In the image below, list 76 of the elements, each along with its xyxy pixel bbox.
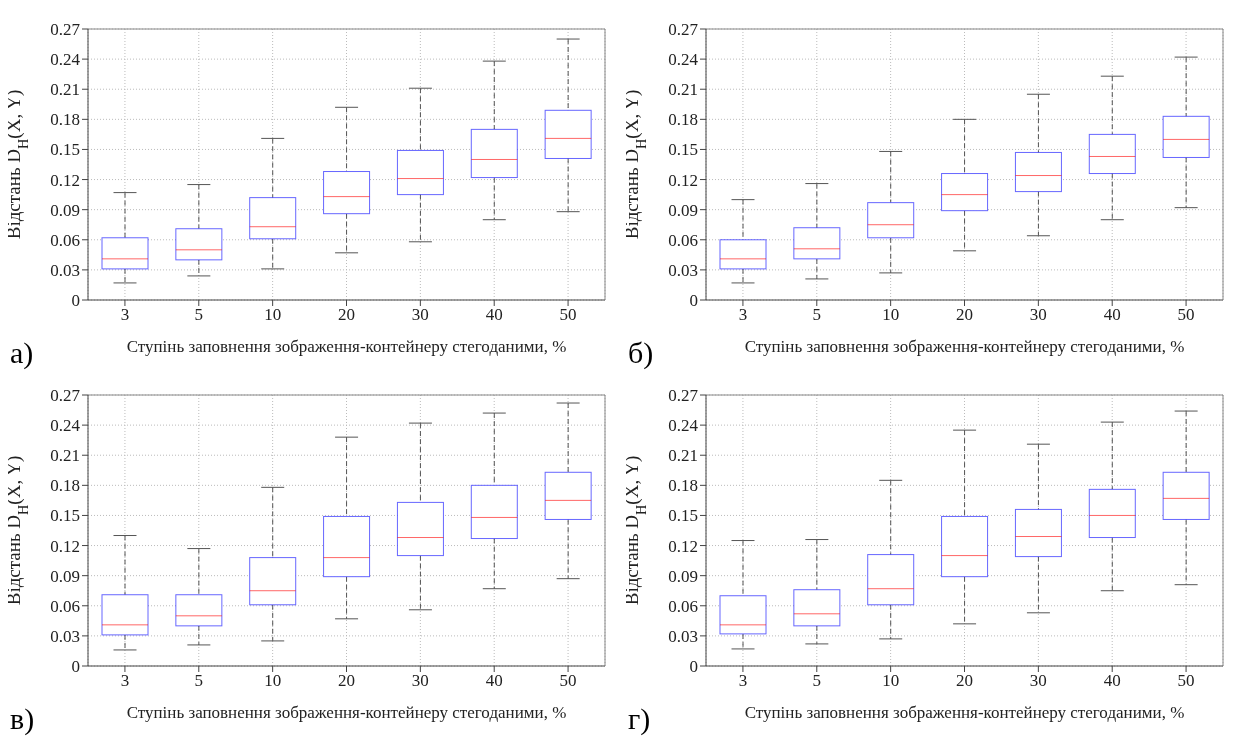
y-tick-label: 0.09 (50, 200, 80, 220)
x-tick-label: 3 (120, 671, 130, 691)
text: б) (628, 336, 654, 370)
y-tick-label: 0.12 (668, 536, 698, 556)
x-tick-label: 3 (120, 305, 130, 325)
x-tick-label: 5 (194, 671, 204, 691)
y-tick-label: 0.03 (50, 260, 80, 280)
text: в) (10, 702, 35, 736)
text: г) (628, 702, 651, 736)
x-tick-label: 3 (738, 671, 748, 691)
y-tick-label: 0.06 (50, 596, 80, 616)
text: а) (10, 336, 34, 370)
x-tick-label: 20 (338, 305, 355, 325)
y-tick-label: 0.18 (668, 476, 698, 496)
x-tick-label: 5 (812, 671, 822, 691)
y-tick-label: 0.24 (668, 50, 699, 70)
x-tick-label: 10 (882, 305, 900, 325)
x-tick-label: 40 (485, 671, 503, 691)
y-tick-label: 0.03 (50, 626, 80, 646)
x-tick-label: 30 (1029, 671, 1047, 691)
y-tick-label: 0.18 (50, 110, 80, 130)
y-tick-label: 0.12 (668, 170, 698, 190)
x-axis-title: Ступінь заповнення зображення-контейнеру стегоданими, % (126, 703, 567, 722)
x-tick-label: 50 (1177, 305, 1195, 325)
y-tick-label: 0.09 (668, 566, 698, 586)
x-axis-title: Ступінь заповнення зображення-контейнеру стегоданими, % (126, 337, 567, 356)
y-tick-label: 0.06 (668, 230, 698, 250)
y-tick-label: 0.27 (50, 386, 81, 406)
y-tick-label: 0.15 (668, 140, 698, 160)
y-tick-label: 0.21 (668, 446, 698, 466)
x-tick-label: 50 (1177, 671, 1195, 691)
y-tick-label: 0.09 (50, 566, 80, 586)
y-tick-label: 0.12 (50, 170, 80, 190)
x-tick-label: 40 (1103, 671, 1121, 691)
y-tick-label: 0.15 (50, 140, 80, 160)
y-tick-label: 0 (689, 657, 698, 677)
y-tick-label: 0.15 (668, 506, 698, 526)
x-tick-label: 50 (559, 305, 577, 325)
y-tick-label: 0.27 (668, 20, 699, 40)
x-tick-label: 20 (338, 671, 355, 691)
x-tick-label: 10 (264, 305, 282, 325)
x-tick-label: 20 (956, 305, 973, 325)
y-tick-label: 0.21 (50, 80, 80, 100)
y-tick-label: 0.18 (50, 476, 80, 496)
x-tick-label: 5 (194, 305, 204, 325)
y-tick-label: 0 (71, 657, 80, 677)
x-tick-label: 20 (956, 671, 973, 691)
y-tick-label: 0.21 (668, 80, 698, 100)
x-axis-title: Ступінь заповнення зображення-контейнеру стегоданими, % (744, 337, 1185, 356)
y-tick-label: 0 (689, 291, 698, 311)
y-tick-label: 0.03 (668, 260, 698, 280)
y-tick-label: 0.06 (668, 596, 698, 616)
x-tick-label: 10 (882, 671, 900, 691)
x-tick-label: 3 (738, 305, 748, 325)
y-tick-label: 0.03 (668, 626, 698, 646)
y-tick-label: 0.24 (50, 416, 81, 436)
y-tick-label: 0.24 (668, 416, 699, 436)
y-tick-label: 0.06 (50, 230, 80, 250)
y-tick-label: 0.21 (50, 446, 80, 466)
x-tick-label: 50 (559, 671, 577, 691)
y-tick-label: 0.27 (668, 386, 699, 406)
x-axis-title: Ступінь заповнення зображення-контейнеру стегоданими, % (744, 703, 1185, 722)
x-tick-label: 40 (1103, 305, 1121, 325)
x-tick-label: 10 (264, 671, 282, 691)
x-tick-label: 30 (1029, 305, 1047, 325)
y-tick-label: 0 (71, 291, 80, 311)
x-tick-label: 30 (411, 671, 429, 691)
y-tick-label: 0.27 (50, 20, 81, 40)
y-tick-label: 0.09 (668, 200, 698, 220)
y-tick-label: 0.12 (50, 536, 80, 556)
y-tick-label: 0.24 (50, 50, 81, 70)
x-tick-label: 5 (812, 305, 822, 325)
y-tick-label: 0.15 (50, 506, 80, 526)
y-tick-label: 0.18 (668, 110, 698, 130)
x-tick-label: 40 (485, 305, 503, 325)
x-tick-label: 30 (411, 305, 429, 325)
